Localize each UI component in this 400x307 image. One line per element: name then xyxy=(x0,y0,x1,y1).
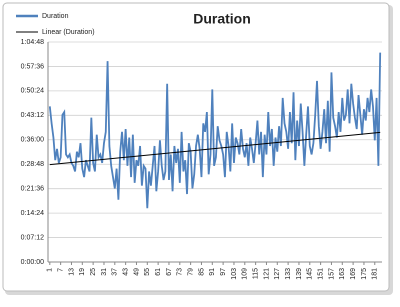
y-tick-label: 0:14:24 xyxy=(21,210,44,217)
y-tick-label: 0:00:00 xyxy=(21,259,44,266)
x-tick-label: 121 xyxy=(263,268,270,280)
y-tick-label: 0:43:12 xyxy=(21,112,44,119)
x-tick-label: 61 xyxy=(155,268,162,276)
x-tick-label: 175 xyxy=(361,268,368,280)
x-tick-label: 67 xyxy=(166,268,173,276)
legend-label: Duration xyxy=(42,13,69,20)
x-tick-label: 127 xyxy=(274,268,281,280)
x-tick-label: 19 xyxy=(79,268,86,276)
x-tick-label: 49 xyxy=(133,268,140,276)
x-tick-label: 79 xyxy=(187,268,194,276)
x-tick-label: 133 xyxy=(285,268,292,280)
y-tick-label: 1:04:48 xyxy=(21,39,44,46)
x-tick-label: 73 xyxy=(177,268,184,276)
x-tick-label: 91 xyxy=(209,268,216,276)
x-tick-label: 13 xyxy=(68,268,75,276)
trend-line xyxy=(49,131,381,166)
x-tick-label: 55 xyxy=(144,268,151,276)
y-tick-label: 0:21:36 xyxy=(21,186,44,193)
x-tick-label: 157 xyxy=(328,268,335,280)
chart-title: Duration xyxy=(193,11,251,27)
x-tick-label: 25 xyxy=(90,268,97,276)
x-tick-label: 1 xyxy=(47,268,54,272)
x-tick-label: 97 xyxy=(220,268,227,276)
y-tick-label: 0:57:36 xyxy=(21,63,44,70)
x-tick-label: 181 xyxy=(372,268,379,280)
y-tick-label: 0:50:24 xyxy=(21,88,44,95)
x-tick-label: 145 xyxy=(307,268,314,280)
x-tick-label: 43 xyxy=(122,268,129,276)
x-tick-label: 37 xyxy=(112,268,119,276)
line xyxy=(48,52,382,209)
x-tick-label: 109 xyxy=(242,268,249,280)
y-tick-label: 0:36:00 xyxy=(21,137,44,144)
x-tick-label: 139 xyxy=(296,268,303,280)
x-tick-label: 151 xyxy=(317,268,324,280)
x-tick-label: 169 xyxy=(350,268,357,280)
x-tick-label: 103 xyxy=(231,268,238,280)
x-tick-label: 85 xyxy=(198,268,205,276)
x-tick-label: 7 xyxy=(57,268,64,272)
x-tick-label: 31 xyxy=(101,268,108,276)
x-tick-label: 163 xyxy=(339,268,346,280)
legend-label: Linear (Duration) xyxy=(42,29,95,36)
y-tick-label: 0:07:12 xyxy=(21,234,44,241)
y-tick-label: 0:28:48 xyxy=(21,161,44,168)
x-tick-label: 115 xyxy=(252,268,259,279)
